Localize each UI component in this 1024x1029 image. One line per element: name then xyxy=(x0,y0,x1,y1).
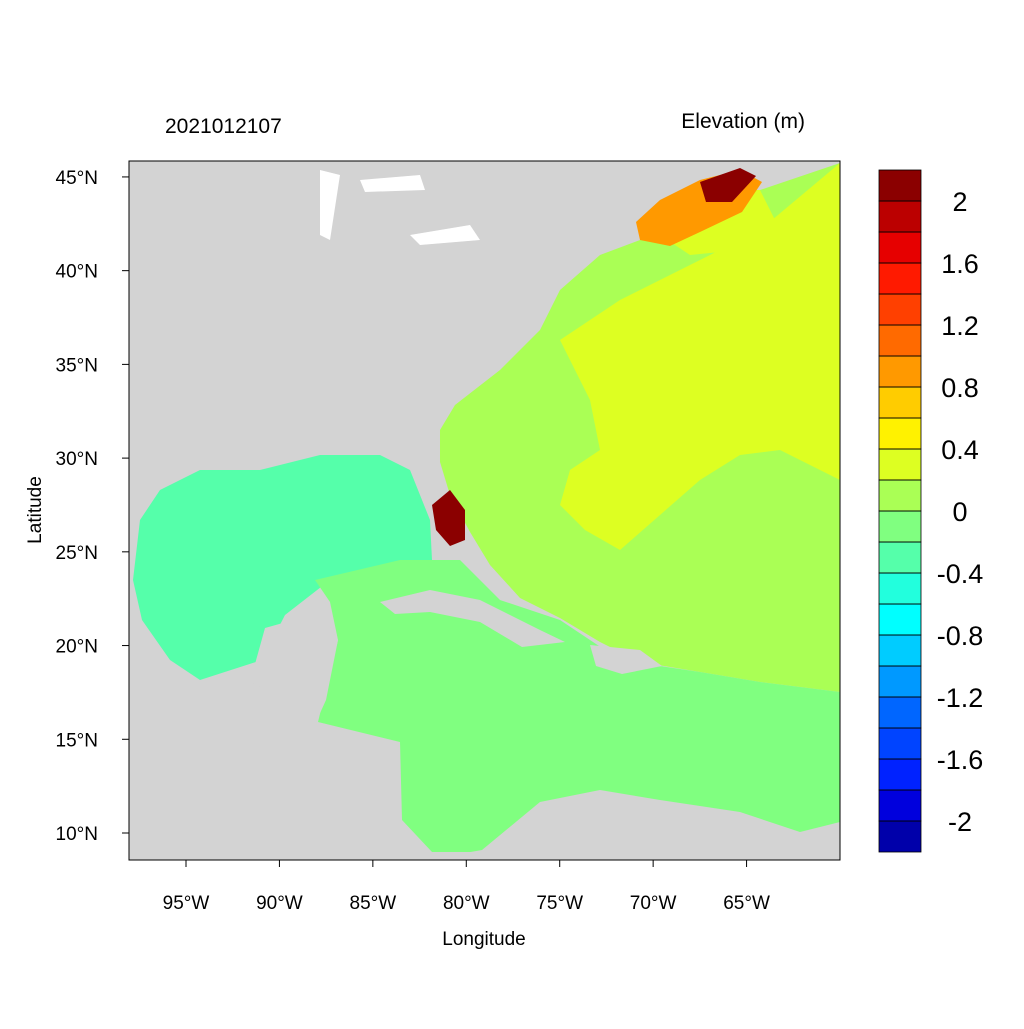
great-lakes xyxy=(320,170,480,245)
y-tick-label: 35°N xyxy=(56,355,98,376)
colorbar-box xyxy=(878,386,922,419)
colorbar-box xyxy=(878,510,922,543)
florida-surge xyxy=(432,490,465,546)
gulf-of-maine-red xyxy=(700,168,756,202)
x-axis-label: Longitude xyxy=(442,929,525,950)
colorbar-box xyxy=(878,634,922,667)
y-tick-label: 30°N xyxy=(56,449,98,470)
colorbar-box xyxy=(878,603,922,636)
colorbar-box xyxy=(878,231,922,264)
atlantic-high xyxy=(560,163,840,550)
y-tick-label: 15°N xyxy=(56,730,98,751)
colorbar-label: 0.8 xyxy=(941,373,979,403)
x-tick-label: 80°W xyxy=(443,893,490,914)
colorbar-box xyxy=(878,572,922,605)
map-field xyxy=(129,161,840,860)
colorbar-box xyxy=(878,541,922,574)
colorbar-box xyxy=(878,820,922,853)
x-tick-label: 75°W xyxy=(536,893,583,914)
y-tick-label: 10°N xyxy=(56,824,98,845)
south-america xyxy=(425,790,840,860)
colorbar-box xyxy=(878,789,922,822)
colorbar-box xyxy=(878,324,922,357)
gulf-of-mexico xyxy=(133,455,432,680)
colorbar-label: -0.4 xyxy=(937,559,984,589)
colorbar-box xyxy=(878,355,922,388)
y-tick-label: 45°N xyxy=(56,168,98,189)
colorbar-box xyxy=(878,696,922,729)
yucatan xyxy=(250,612,338,722)
colorbar-box xyxy=(878,169,922,202)
colorbar-label: -0.8 xyxy=(937,621,984,651)
colorbar-box xyxy=(878,293,922,326)
colorbar-label: -1.6 xyxy=(937,745,984,775)
colorbar-box xyxy=(878,200,922,233)
hispaniola xyxy=(590,645,662,674)
colorbar-box xyxy=(878,665,922,698)
x-tick-label: 65°W xyxy=(723,893,770,914)
y-tick-label: 40°N xyxy=(56,262,98,283)
colorbar-label: 0 xyxy=(952,497,967,527)
y-tick-label: 25°N xyxy=(56,543,98,564)
colorbar-label: -1.2 xyxy=(937,683,984,713)
x-tick-label: 90°W xyxy=(256,893,303,914)
colorbar-label: 1.6 xyxy=(941,249,979,279)
colorbar-box xyxy=(878,727,922,760)
caribbean xyxy=(315,560,840,860)
left-title: 2021012107 xyxy=(165,115,282,138)
colorbar-box xyxy=(878,448,922,481)
plot-frame xyxy=(128,160,841,861)
x-tick-label: 85°W xyxy=(350,893,397,914)
colorbar-box xyxy=(878,262,922,295)
y-tick-label: 20°N xyxy=(56,637,98,658)
right-title: Elevation (m) xyxy=(681,110,805,133)
colorbar-label: -2 xyxy=(948,807,972,837)
cuba xyxy=(380,590,565,647)
colorbar-box xyxy=(878,417,922,450)
x-tick-label: 95°W xyxy=(163,893,210,914)
colorbar-label: 1.2 xyxy=(941,311,979,341)
colorbar-label: 0.4 xyxy=(941,435,979,465)
x-tick-label: 70°W xyxy=(630,893,677,914)
colorbar-label: 2 xyxy=(952,187,967,217)
colorbar-box xyxy=(878,758,922,791)
y-axis-label: Latitude xyxy=(25,476,46,544)
colorbar-box xyxy=(878,479,922,512)
